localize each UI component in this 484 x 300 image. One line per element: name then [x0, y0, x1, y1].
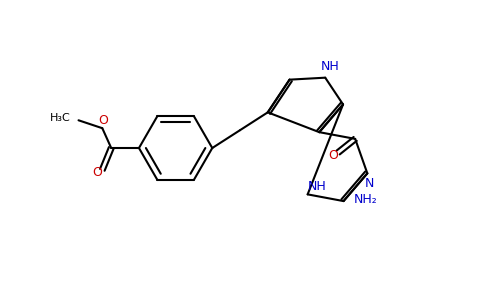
- Text: NH: NH: [308, 180, 327, 193]
- Text: O: O: [98, 114, 108, 127]
- Text: O: O: [328, 149, 338, 162]
- Text: NH₂: NH₂: [353, 193, 377, 206]
- Text: H₃C: H₃C: [50, 113, 71, 123]
- Text: O: O: [92, 166, 102, 179]
- Text: NH: NH: [321, 60, 340, 73]
- Text: N: N: [364, 177, 374, 190]
